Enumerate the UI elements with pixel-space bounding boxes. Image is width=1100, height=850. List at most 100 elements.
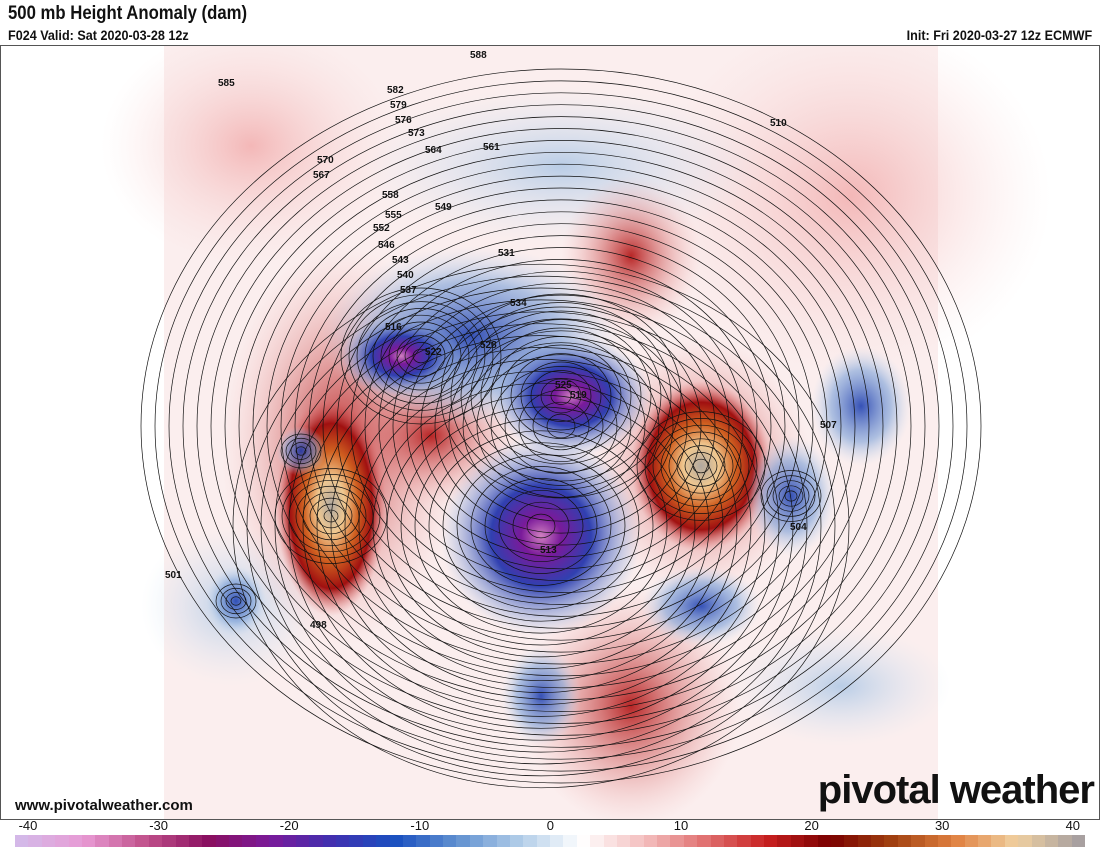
colorbar-cell xyxy=(402,835,417,847)
colorbar-cell xyxy=(135,835,149,847)
contour-line xyxy=(294,199,828,653)
colorbar-cell xyxy=(951,835,965,847)
colorbar-cell xyxy=(683,835,698,847)
contour-label: 564 xyxy=(425,145,442,156)
contour-label: 507 xyxy=(820,420,837,431)
contour-line xyxy=(274,468,388,564)
contour-line xyxy=(358,370,724,682)
colorbar-cell xyxy=(28,835,42,847)
colorbar-cell xyxy=(884,835,898,847)
chart-title: 500 mb Height Anomaly (dam) xyxy=(8,3,248,24)
contour-line xyxy=(372,314,470,398)
colorbar-cell xyxy=(483,835,497,847)
contour-label: 585 xyxy=(218,78,235,89)
contour-line xyxy=(380,321,462,391)
colorbar-cell xyxy=(1004,835,1019,847)
colorbar-cell xyxy=(469,835,484,847)
contour-line xyxy=(316,335,766,717)
colorbar-tick-label: 40 xyxy=(1065,818,1081,833)
contour-line xyxy=(778,485,804,507)
colorbar-cell xyxy=(937,835,952,847)
contour-line xyxy=(154,80,968,772)
contour-line xyxy=(676,445,726,487)
colorbar-cell xyxy=(162,835,176,847)
contour-line xyxy=(684,452,718,480)
colorbar-cell xyxy=(389,835,403,847)
colorbar-cell xyxy=(108,835,122,847)
contour-line xyxy=(540,378,582,414)
contour-line xyxy=(288,311,794,741)
contour-line xyxy=(308,211,814,641)
colorbar-cell xyxy=(764,835,778,847)
height-contours xyxy=(140,68,982,789)
contour-line xyxy=(364,259,758,593)
contour-line xyxy=(388,328,454,384)
contour-line xyxy=(668,438,734,494)
colorbar-cell xyxy=(804,835,818,847)
colorbar-cell xyxy=(175,835,189,847)
contour-line xyxy=(476,354,646,498)
colorbar-cell xyxy=(630,835,644,847)
colorbar-cell xyxy=(603,835,617,847)
contour-line xyxy=(448,330,674,522)
colorbar-cell xyxy=(148,835,163,847)
contour-line xyxy=(414,418,668,634)
colorbar xyxy=(15,835,1085,847)
contour-line xyxy=(480,327,642,465)
contour-line xyxy=(784,490,798,502)
contour-line xyxy=(546,413,576,439)
contour-label: 513 xyxy=(540,545,557,556)
contour-label: 552 xyxy=(373,223,390,234)
contour-line xyxy=(526,513,556,539)
contour-line xyxy=(460,310,662,482)
colorbar-cell xyxy=(576,835,591,847)
colorbar-cell xyxy=(68,835,82,847)
contour-line xyxy=(252,163,870,689)
map-frame xyxy=(0,45,1100,820)
contour-label: 543 xyxy=(392,255,409,266)
contour-label: 522 xyxy=(425,347,442,358)
contour-line xyxy=(490,366,632,486)
contour-line xyxy=(498,489,584,563)
colorbar-cell xyxy=(790,835,805,847)
contour-line xyxy=(215,583,257,619)
colorbar-tick-label: 10 xyxy=(673,818,689,833)
contour-line xyxy=(140,68,982,784)
colorbar-cell xyxy=(349,835,363,847)
colorbar-cell xyxy=(737,835,751,847)
contour-line xyxy=(280,187,842,665)
contour-label: 504 xyxy=(790,522,807,533)
contour-label: 573 xyxy=(408,128,425,139)
contour-line xyxy=(246,275,836,777)
contour-line xyxy=(520,361,602,431)
contour-line xyxy=(266,175,856,677)
contour-line xyxy=(440,293,682,499)
contour-line xyxy=(274,299,808,753)
colorbar-cell xyxy=(871,835,885,847)
colorbar-cell xyxy=(202,835,216,847)
colorbar-tick-label: -40 xyxy=(18,818,38,833)
init-time: Init: Fri 2020-03-27 12z ECMWF xyxy=(906,27,1092,43)
contour-line xyxy=(518,389,604,463)
colorbar-cell xyxy=(81,835,96,847)
colorbar-cell xyxy=(362,835,377,847)
pivotal-weather-logo: pivotal weather xyxy=(817,768,1095,812)
colorbar-cell xyxy=(242,835,256,847)
colorbar-cell xyxy=(336,835,350,847)
colorbar-tick-label: -30 xyxy=(149,818,168,833)
contour-label: 558 xyxy=(382,190,399,201)
colorbar-cell xyxy=(456,835,470,847)
colorbar-cell xyxy=(991,835,1005,847)
colorbar-cell xyxy=(376,835,390,847)
contour-label: 555 xyxy=(385,210,402,221)
colorbar-cell xyxy=(229,835,243,847)
colorbar-cell xyxy=(710,835,724,847)
contour-line xyxy=(302,323,780,729)
colorbar-cell xyxy=(590,835,604,847)
contour-line xyxy=(168,92,954,760)
colorbar-cell xyxy=(670,835,684,847)
colorbar-cell xyxy=(1018,835,1032,847)
contour-line xyxy=(210,128,912,724)
colorbar-cell xyxy=(550,835,564,847)
contour-line xyxy=(220,587,252,615)
